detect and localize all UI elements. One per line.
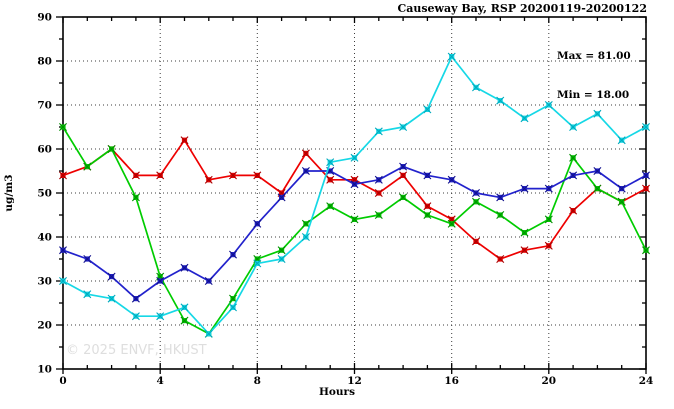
x-tick-label: 0 — [59, 375, 66, 387]
chart-title: Causeway Bay, RSP 20200119-20200122 — [397, 2, 647, 15]
y-tick-label: 20 — [37, 320, 52, 332]
x-tick-label: 16 — [444, 375, 459, 387]
y-tick-label: 90 — [37, 12, 52, 24]
y-tick-label: 80 — [37, 56, 52, 68]
x-axis-title: Hours — [318, 386, 355, 398]
x-tick-label: 12 — [347, 375, 362, 387]
x-tick-label: 4 — [157, 375, 164, 387]
gridlines — [63, 17, 646, 369]
plot-border — [62, 16, 647, 370]
y-tick-label: 10 — [37, 364, 52, 376]
watermark-text: © 2025 ENVF, HKUST — [66, 343, 207, 358]
x-tick-labels: 0 4 8 12 16 20 24 — [59, 375, 653, 387]
min-value-label: Min = 18.00 — [557, 89, 630, 101]
x-tick-label: 20 — [541, 375, 556, 387]
series-blue-line — [59, 162, 650, 303]
max-value-label: Max = 81.00 — [557, 50, 631, 62]
y-tick-label: 70 — [37, 100, 52, 112]
series-green-line — [59, 123, 650, 338]
series-cyan-line — [59, 52, 650, 338]
y-tick-label: 40 — [37, 232, 52, 244]
y-tick-label: 30 — [37, 276, 52, 288]
y-axis-title: ug/m3 — [3, 174, 15, 212]
y-tick-label: 50 — [37, 188, 52, 200]
x-tick-label: 8 — [254, 375, 261, 387]
y-tick-label: 60 — [37, 144, 52, 156]
max-min-annotation: Max = 81.00 Min = 18.00 — [557, 24, 631, 128]
x-tick-label: 24 — [639, 375, 654, 387]
y-tick-labels: 10 20 30 40 50 60 70 80 90 — [37, 12, 52, 376]
